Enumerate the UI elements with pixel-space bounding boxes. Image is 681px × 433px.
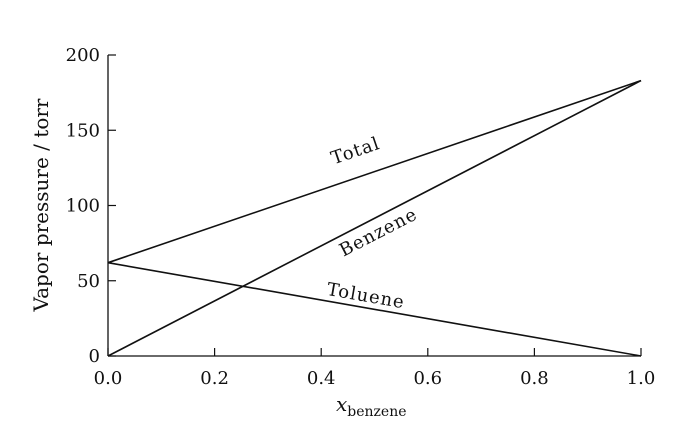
series-line-total: [107, 79, 642, 264]
series-line-toluene: [107, 261, 642, 357]
series-lines: [107, 79, 642, 357]
y-tick-label: 50: [77, 271, 100, 292]
x-tick-label: 0.6: [413, 368, 442, 389]
x-axis-label: xbenzene: [336, 392, 407, 420]
x-ticks: 0.0 0.2 0.4 0.6 0.8 1.0: [94, 348, 656, 389]
series-line-benzene: [107, 79, 642, 357]
y-tick-label: 100: [66, 196, 100, 217]
x-axis-label-main: x: [336, 392, 347, 416]
series-label-total: Total: [328, 133, 382, 169]
y-ticks: 0 50 100 150 200: [66, 45, 116, 367]
axes: [107, 55, 641, 357]
x-tick-label: 0.0: [94, 368, 123, 389]
x-tick-label: 1.0: [627, 368, 656, 389]
y-axis-label: Vapor pressure / torr: [29, 98, 53, 312]
x-tick-label: 0.2: [200, 368, 229, 389]
x-tick-label: 0.4: [307, 368, 336, 389]
x-axis-label-subscript: benzene: [347, 404, 406, 420]
y-tick-label: 200: [66, 45, 100, 66]
y-tick-label: 0: [89, 346, 100, 367]
y-tick-label: 150: [66, 120, 100, 141]
series-label-benzene: Benzene: [336, 204, 421, 262]
x-tick-label: 0.8: [520, 368, 549, 389]
